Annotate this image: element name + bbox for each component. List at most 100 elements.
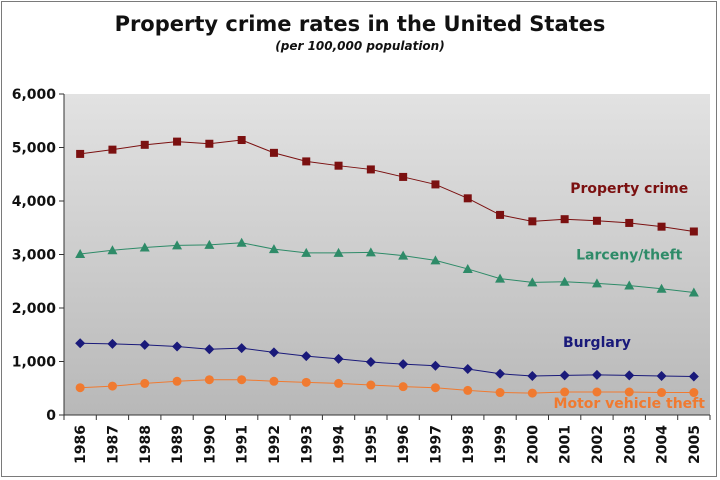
data-point-burglary (656, 370, 667, 381)
data-point-larceny-theft (139, 242, 150, 252)
data-point-burglary (75, 338, 86, 349)
x-tick-label: 2000 (525, 425, 541, 464)
chart-title: Property crime rates in the United State… (114, 12, 606, 36)
data-point-burglary (236, 343, 247, 354)
series-line-larceny-theft (80, 242, 694, 293)
data-point-property-crime (140, 140, 149, 149)
y-tick-label: 3,000 (12, 248, 57, 264)
data-point-burglary (139, 339, 150, 350)
data-point-motor-vehicle-theft (172, 376, 182, 386)
data-point-larceny-theft (75, 248, 86, 258)
series-label-property-crime: Property crime (570, 181, 688, 197)
data-point-property-crime (625, 218, 634, 227)
data-point-property-crime (269, 148, 278, 157)
x-tick-label: 1992 (267, 425, 283, 464)
data-point-larceny-theft (398, 250, 409, 260)
data-point-burglary (688, 371, 699, 382)
series-label-motor-vehicle-theft: Motor vehicle theft (554, 396, 706, 412)
data-point-motor-vehicle-theft (301, 377, 311, 387)
data-point-motor-vehicle-theft (689, 388, 699, 398)
data-point-larceny-theft (204, 239, 215, 249)
data-point-motor-vehicle-theft (75, 383, 85, 393)
data-point-larceny-theft (333, 247, 344, 257)
data-point-motor-vehicle-theft (204, 375, 214, 385)
data-point-property-crime (205, 139, 214, 148)
series-label-burglary: Burglary (563, 335, 631, 351)
data-point-property-crime (334, 161, 343, 170)
data-point-larceny-theft (107, 245, 118, 255)
series-label-larceny-theft: Larceny/theft (576, 248, 683, 264)
x-tick-label: 1994 (332, 425, 348, 464)
series-line-property-crime (80, 139, 694, 232)
data-point-burglary (268, 347, 279, 358)
x-tick-label: 1987 (105, 425, 121, 464)
data-point-larceny-theft (624, 280, 635, 290)
x-tick-label: 2002 (590, 425, 606, 464)
series-line-motor-vehicle-theft (80, 379, 694, 394)
data-point-larceny-theft (559, 276, 570, 286)
data-point-motor-vehicle-theft (592, 387, 602, 397)
data-point-burglary (204, 344, 215, 355)
data-point-property-crime (173, 137, 182, 146)
data-point-motor-vehicle-theft (269, 376, 279, 386)
data-point-property-crime (108, 145, 117, 154)
y-tick-label: 5,000 (12, 141, 57, 157)
data-point-motor-vehicle-theft (140, 378, 150, 388)
data-point-property-crime (657, 222, 666, 231)
x-tick-label: 1997 (428, 425, 444, 464)
data-point-burglary (430, 360, 441, 371)
chart-subtitle: (per 100,000 population) (275, 39, 445, 53)
data-point-property-crime (560, 215, 569, 224)
data-point-larceny-theft (495, 273, 506, 283)
y-tick-label: 1,000 (12, 355, 57, 371)
data-point-burglary (301, 351, 312, 362)
data-point-property-crime (689, 227, 698, 236)
data-point-motor-vehicle-theft (657, 388, 667, 398)
y-tick-label: 0 (46, 408, 56, 424)
data-point-larceny-theft (688, 287, 699, 297)
data-point-property-crime (592, 216, 601, 225)
data-point-property-crime (366, 165, 375, 174)
data-point-larceny-theft (656, 283, 667, 293)
data-point-motor-vehicle-theft (560, 387, 570, 397)
x-tick-label: 1988 (138, 425, 154, 464)
data-point-property-crime (302, 157, 311, 166)
data-point-property-crime (431, 180, 440, 189)
x-tick-label: 2001 (558, 425, 574, 464)
data-point-motor-vehicle-theft (624, 387, 634, 397)
series-line-burglary (80, 342, 694, 377)
data-point-larceny-theft (430, 255, 441, 265)
data-point-burglary (107, 338, 118, 349)
data-point-property-crime (463, 194, 472, 203)
x-tick-label: 1999 (493, 425, 509, 464)
data-point-burglary (591, 369, 602, 380)
data-point-burglary (527, 370, 538, 381)
x-tick-label: 1998 (461, 425, 477, 464)
x-tick-label: 1986 (73, 425, 89, 464)
data-point-property-crime (528, 217, 537, 226)
data-point-larceny-theft (527, 277, 538, 287)
data-point-motor-vehicle-theft (463, 385, 473, 395)
x-tick-label: 2004 (655, 425, 671, 464)
data-point-motor-vehicle-theft (107, 381, 117, 391)
x-tick-label: 2005 (687, 425, 703, 464)
data-point-burglary (462, 363, 473, 374)
data-point-larceny-theft (301, 247, 312, 257)
x-tick-label: 1990 (202, 425, 218, 464)
data-point-larceny-theft (591, 278, 602, 288)
data-point-motor-vehicle-theft (527, 388, 537, 398)
data-point-larceny-theft (268, 244, 279, 254)
x-tick-label: 1995 (364, 425, 380, 464)
data-point-burglary (172, 341, 183, 352)
data-point-property-crime (399, 172, 408, 181)
data-point-burglary (559, 370, 570, 381)
x-tick-label: 1989 (170, 425, 186, 464)
data-point-larceny-theft (462, 263, 473, 273)
data-point-burglary (365, 357, 376, 368)
y-tick-label: 6,000 (12, 87, 57, 103)
data-point-property-crime (496, 210, 505, 219)
data-point-motor-vehicle-theft (366, 380, 376, 390)
plot-area (64, 94, 710, 415)
data-point-motor-vehicle-theft (334, 378, 344, 388)
